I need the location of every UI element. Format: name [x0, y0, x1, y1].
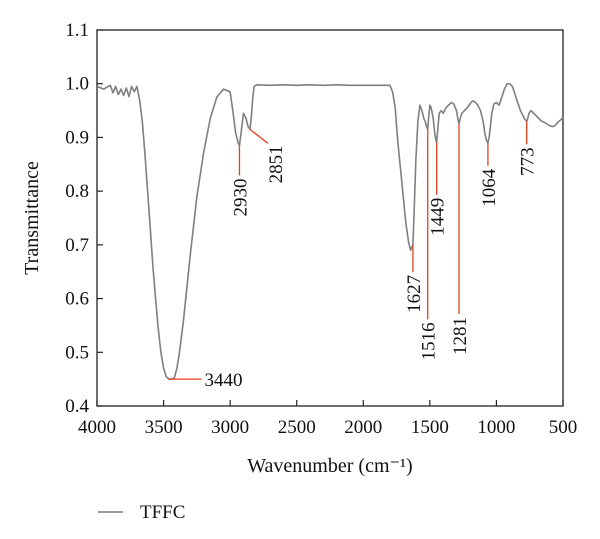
y-tick-label: 0.5: [65, 342, 89, 363]
y-axis-title: Transmittance: [21, 161, 43, 275]
x-tick-label: 1500: [411, 417, 449, 438]
x-tick-label: 500: [549, 417, 578, 438]
series-line-tffc: [96, 82, 564, 380]
peak-leader-line: [249, 128, 269, 144]
y-tick-label: 1.0: [65, 74, 89, 95]
y-tick-label: 0.7: [65, 235, 89, 256]
peak-label-1064: 1064: [479, 168, 500, 207]
series-layer: [96, 82, 564, 380]
peak-label-1281: 1281: [450, 317, 471, 355]
y-tick-label: 0.4: [65, 396, 89, 417]
x-tick-label: 2500: [278, 417, 316, 438]
x-axis-title: Wavenumber (cm⁻¹): [247, 455, 412, 477]
peak-label-2930: 2930: [230, 178, 251, 216]
peak-label-1627: 1627: [404, 275, 425, 313]
x-tick-label: 2000: [344, 417, 382, 438]
x-tick-label: 3500: [145, 417, 183, 438]
peak-label-1449: 1449: [428, 198, 449, 236]
y-axis-ticks: 0.4 0.5 0.6 0.7 0.8 0.9 1.0 1.1: [65, 20, 103, 417]
x-axis-ticks: 4000 3500 3000 2500 2000 1500 1000 500: [78, 400, 577, 438]
plot-frame: [96, 29, 564, 407]
x-tick-label: 4000: [78, 417, 116, 438]
peak-label-1516: 1516: [419, 322, 440, 360]
y-tick-label: 0.9: [65, 127, 89, 148]
y-tick-label: 1.1: [65, 20, 89, 41]
legend-label: TFFC: [140, 502, 185, 523]
x-tick-label: 1000: [477, 417, 515, 438]
peak-label-773: 773: [518, 147, 539, 176]
peak-annotations: 3440 2930 2851 1627 1516 1449 1281 1064 773: [168, 121, 539, 391]
peak-label-3440: 3440: [205, 370, 243, 391]
y-tick-label: 0.6: [65, 289, 89, 310]
peak-label-2851: 2851: [266, 145, 287, 183]
y-tick-label: 0.8: [65, 181, 89, 202]
x-tick-label: 3000: [211, 417, 249, 438]
